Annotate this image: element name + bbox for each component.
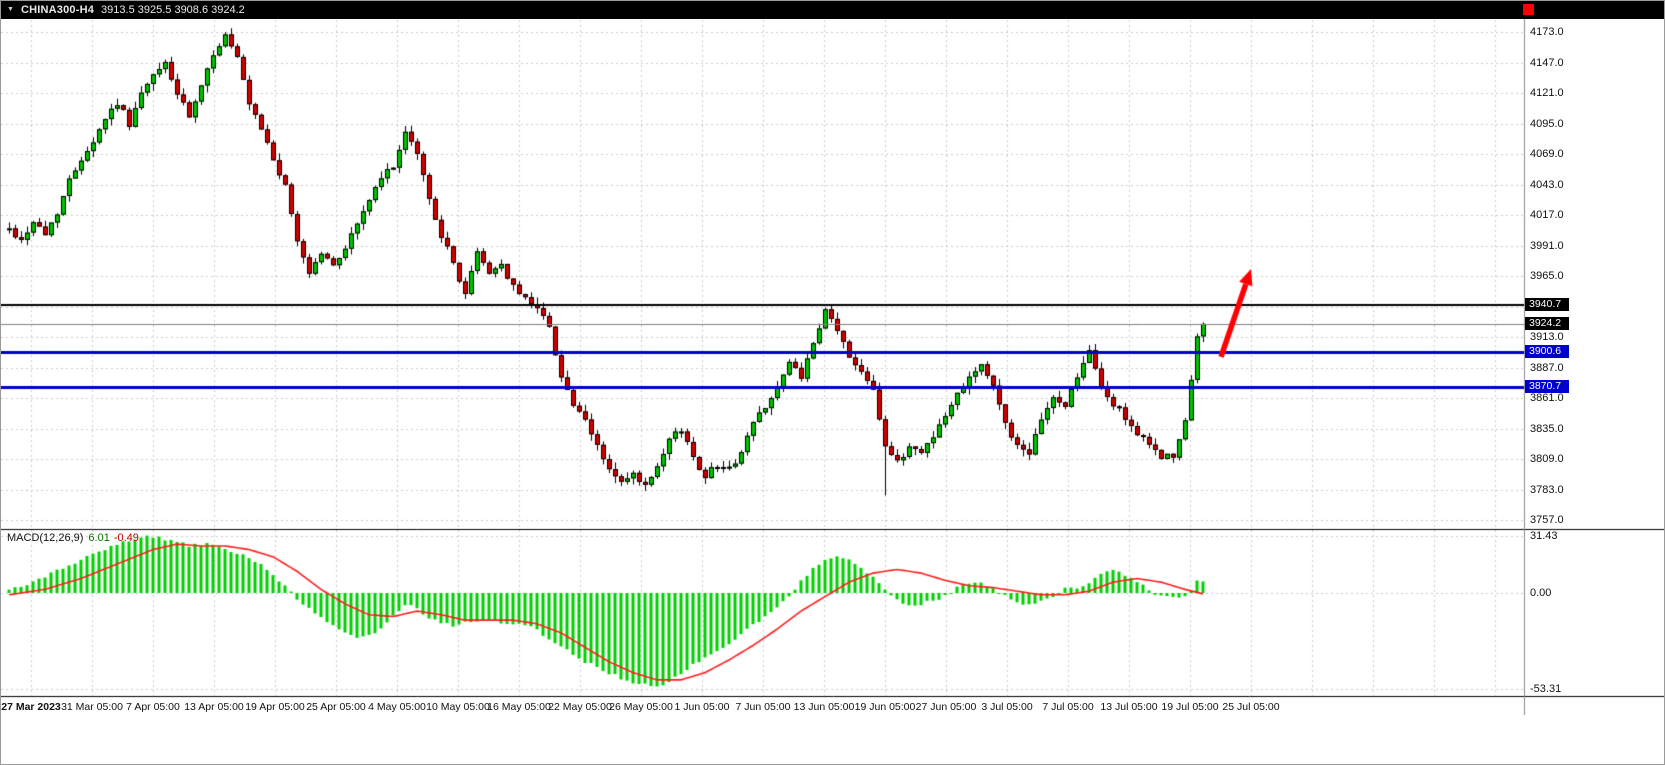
macd-main-value: 6.01 [88,532,110,544]
time-axis-label: 13 Jun 05:00 [793,701,855,713]
time-axis-label: 13 Jul 05:00 [1100,701,1158,713]
price-level-badge: 3924.2 [1525,316,1569,330]
titlebar: ▼ CHINA300-H4 3913.5 3925.5 3908.6 3924.… [1,1,1664,19]
symbol-dropdown-icon[interactable]: ▼ [7,6,14,13]
time-axis-label: 25 Jul 05:00 [1222,701,1280,713]
macd-indicator-label: MACD(12,26,9) 6.01 -0.49 [7,532,139,544]
macd-tick-label: -53.31 [1530,683,1562,696]
time-axis-label: 19 Jul 05:00 [1161,701,1219,713]
macd-signal-value: -0.49 [113,532,139,544]
price-tick-label: 3861.0 [1530,392,1564,404]
price-tick-label: 4121.0 [1530,87,1564,99]
price-tick-label: 3965.0 [1530,270,1564,282]
time-axis-label: 26 May 05:00 [609,701,673,713]
macd-tick-label: 31.43 [1530,530,1558,543]
time-axis-label: 22 May 05:00 [548,701,612,713]
macd-label-text: MACD(12,26,9) [7,532,84,544]
price-tick-label: 4173.0 [1530,26,1564,38]
time-axis-label: 19 Apr 05:00 [245,701,305,713]
time-axis-label: 7 Jun 05:00 [735,701,791,713]
chart-title-symbol: CHINA300-H4 [20,4,95,16]
time-axis-label: 7 Jul 05:00 [1042,701,1094,713]
time-axis-label: 31 Mar 05:00 [61,701,123,713]
time-axis-label: 25 Apr 05:00 [306,701,366,713]
time-axis-label: 10 May 05:00 [426,701,490,713]
time-axis-label: 3 Jul 05:00 [981,701,1033,713]
time-axis-label: 13 Apr 05:00 [184,701,244,713]
time-axis-label: 27 Mar 2023 [1,701,61,713]
close-button[interactable] [1523,4,1534,15]
time-axis-label: 1 Jun 05:00 [674,701,730,713]
price-tick-label: 4095.0 [1530,117,1564,130]
price-tick-label: 4017.0 [1530,209,1564,221]
time-axis-label: 27 Jun 05:00 [915,701,977,713]
price-tick-label: 3809.0 [1530,453,1564,465]
price-level-badge: 3900.6 [1525,344,1569,358]
macd-tick-label: 0.00 [1530,587,1552,599]
price-tick-label: 4069.0 [1530,148,1564,160]
chart-title-quotes: 3913.5 3925.5 3908.6 3924.2 [101,4,245,16]
time-axis-label: 7 Apr 05:00 [126,701,180,713]
price-tick-label: 3913.0 [1530,331,1564,343]
price-level-badge: 3870.7 [1525,379,1569,393]
price-level-badge: 3940.7 [1525,297,1569,311]
price-tick-label: 3757.0 [1530,514,1564,526]
price-tick-label: 3835.0 [1530,422,1564,435]
time-axis-label: 19 Jun 05:00 [854,701,916,713]
price-tick-label: 3991.0 [1530,239,1564,252]
price-tick-label: 3887.0 [1530,361,1564,374]
time-axis-label: 16 May 05:00 [487,701,551,713]
price-tick-label: 4043.0 [1530,178,1564,191]
price-tick-label: 3783.0 [1530,483,1564,496]
price-tick-label: 4147.0 [1530,56,1564,69]
time-axis-label: 4 May 05:00 [368,701,426,713]
